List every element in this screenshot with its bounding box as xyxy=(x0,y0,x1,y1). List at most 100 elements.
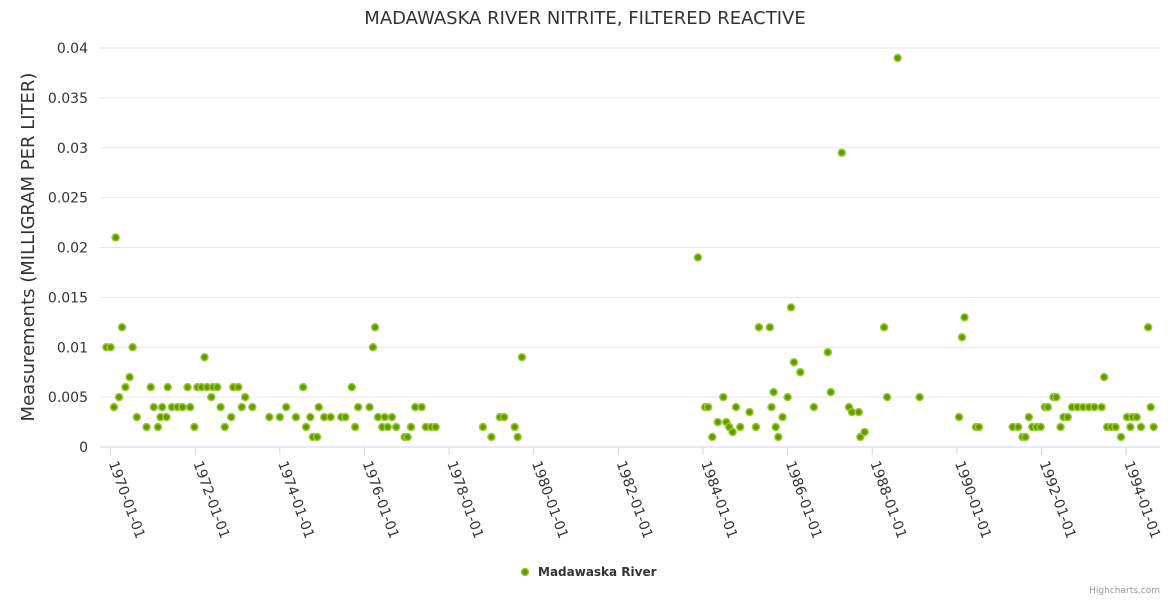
credits-link[interactable]: Highcharts.com xyxy=(1089,586,1160,596)
data-point[interactable] xyxy=(200,352,209,362)
data-point[interactable] xyxy=(368,343,378,352)
data-point[interactable] xyxy=(406,422,416,432)
data-point[interactable] xyxy=(713,417,723,427)
data-point[interactable] xyxy=(769,387,778,397)
data-point[interactable] xyxy=(765,323,775,332)
data-point[interactable] xyxy=(731,402,741,412)
data-point[interactable] xyxy=(1097,402,1106,412)
data-point[interactable] xyxy=(387,412,397,422)
data-point[interactable] xyxy=(882,392,892,402)
data-point[interactable] xyxy=(1149,422,1158,432)
data-point[interactable] xyxy=(1013,422,1023,432)
data-point[interactable] xyxy=(146,382,156,392)
data-point[interactable] xyxy=(234,382,243,392)
data-point[interactable] xyxy=(1063,412,1073,422)
data-point[interactable] xyxy=(157,402,167,412)
data-point[interactable] xyxy=(974,422,984,432)
data-point[interactable] xyxy=(380,412,390,422)
data-point[interactable] xyxy=(163,382,172,392)
data-point[interactable] xyxy=(301,422,311,432)
data-point[interactable] xyxy=(693,253,703,262)
data-point[interactable] xyxy=(162,412,171,422)
data-point[interactable] xyxy=(298,382,308,392)
data-point[interactable] xyxy=(350,422,360,432)
data-point[interactable] xyxy=(183,382,192,392)
data-point[interactable] xyxy=(487,432,496,442)
data-point[interactable] xyxy=(128,343,137,352)
data-point[interactable] xyxy=(517,352,527,362)
data-point[interactable] xyxy=(391,422,401,432)
data-point[interactable] xyxy=(954,412,964,422)
data-point[interactable] xyxy=(957,333,967,342)
data-point[interactable] xyxy=(1056,422,1065,432)
data-point[interactable] xyxy=(431,422,440,432)
data-point[interactable] xyxy=(513,432,522,442)
data-point[interactable] xyxy=(1143,323,1153,332)
data-point[interactable] xyxy=(1090,402,1099,412)
data-point[interactable] xyxy=(1116,432,1126,442)
data-point[interactable] xyxy=(1043,402,1053,412)
data-point[interactable] xyxy=(275,412,285,422)
data-point[interactable] xyxy=(1024,412,1034,422)
data-point[interactable] xyxy=(754,323,764,332)
data-point[interactable] xyxy=(185,402,195,412)
data-point[interactable] xyxy=(237,402,247,412)
data-point[interactable] xyxy=(510,422,519,432)
data-point[interactable] xyxy=(960,313,969,322)
data-point[interactable] xyxy=(291,412,301,422)
data-point[interactable] xyxy=(796,367,805,377)
data-point[interactable] xyxy=(826,387,836,397)
data-point[interactable] xyxy=(708,432,717,442)
data-point[interactable] xyxy=(326,412,335,422)
data-point[interactable] xyxy=(109,402,119,412)
data-point[interactable] xyxy=(823,347,833,357)
data-point[interactable] xyxy=(1099,372,1109,382)
data-point[interactable] xyxy=(370,323,380,332)
data-point[interactable] xyxy=(142,422,151,432)
data-point[interactable] xyxy=(778,412,787,422)
data-point[interactable] xyxy=(117,323,127,332)
data-point[interactable] xyxy=(341,412,350,422)
data-point[interactable] xyxy=(417,402,426,412)
data-point[interactable] xyxy=(1111,422,1120,432)
data-point[interactable] xyxy=(786,303,796,312)
legend-marker-icon[interactable] xyxy=(520,567,530,577)
data-point[interactable] xyxy=(728,427,737,437)
data-point[interactable] xyxy=(789,357,799,367)
data-point[interactable] xyxy=(1052,392,1061,402)
data-point[interactable] xyxy=(703,402,713,412)
data-point[interactable] xyxy=(353,402,363,412)
data-point[interactable] xyxy=(207,392,216,402)
data-point[interactable] xyxy=(312,432,322,442)
data-point[interactable] xyxy=(783,392,792,402)
data-point[interactable] xyxy=(178,402,187,412)
data-point[interactable] xyxy=(125,372,134,382)
data-point[interactable] xyxy=(314,402,324,412)
data-point[interactable] xyxy=(121,382,130,392)
data-point[interactable] xyxy=(478,422,488,432)
data-point[interactable] xyxy=(893,53,902,63)
data-point[interactable] xyxy=(1126,422,1135,432)
data-point[interactable] xyxy=(1036,422,1045,432)
data-point[interactable] xyxy=(879,323,889,332)
data-point[interactable] xyxy=(719,392,728,402)
data-point[interactable] xyxy=(106,343,115,352)
data-point[interactable] xyxy=(774,432,783,442)
data-point[interactable] xyxy=(767,402,776,412)
data-point[interactable] xyxy=(220,422,230,432)
data-point[interactable] xyxy=(771,422,781,432)
data-point[interactable] xyxy=(265,412,274,422)
data-point[interactable] xyxy=(149,402,158,412)
data-point[interactable] xyxy=(1021,432,1030,442)
data-point[interactable] xyxy=(373,412,383,422)
data-point[interactable] xyxy=(403,432,412,442)
data-point[interactable] xyxy=(847,407,857,417)
data-point[interactable] xyxy=(1132,412,1141,422)
data-point[interactable] xyxy=(226,412,236,422)
data-point[interactable] xyxy=(306,412,315,422)
data-point[interactable] xyxy=(915,392,924,402)
data-point[interactable] xyxy=(281,402,291,412)
data-point[interactable] xyxy=(114,392,124,402)
data-point[interactable] xyxy=(809,402,819,412)
data-point[interactable] xyxy=(132,412,142,422)
